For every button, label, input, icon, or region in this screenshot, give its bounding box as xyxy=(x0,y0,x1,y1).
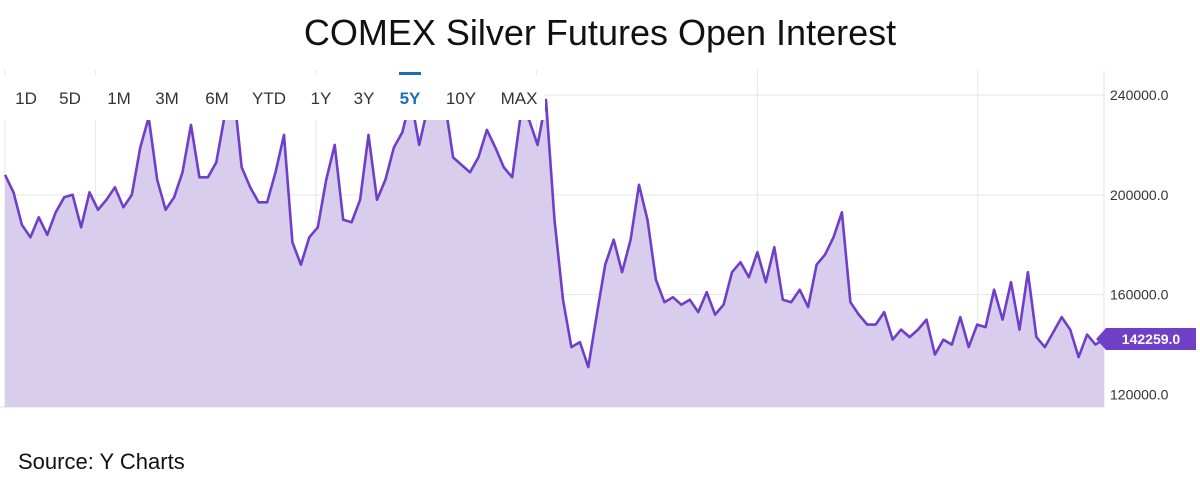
range-button-label: 1D xyxy=(15,89,37,108)
x-tick-label: 2020 xyxy=(521,417,552,420)
y-tick-label: 240000.0 xyxy=(1110,87,1169,103)
series-area-fill xyxy=(5,87,1104,407)
y-tick-label: 160000.0 xyxy=(1110,287,1169,303)
plot-series xyxy=(3,86,1105,407)
range-button-ytd[interactable]: YTD xyxy=(252,89,286,108)
x-tick-label: 2019 xyxy=(300,417,331,420)
x-tick-label: 2021 xyxy=(742,417,773,420)
range-button-label: YTD xyxy=(252,89,286,108)
x-tick-label: 2018 xyxy=(80,417,111,420)
range-button-1d[interactable]: 1D xyxy=(15,89,37,108)
range-button-1m[interactable]: 1M xyxy=(107,89,131,108)
source-note: Source: Y Charts xyxy=(18,449,185,474)
range-button-3y[interactable]: 3Y xyxy=(354,89,375,108)
range-selector: 1D 5D 1M 3M 6M YTD 1Y 3Y 5Y 10Y MAX xyxy=(0,72,545,120)
active-range-indicator xyxy=(399,72,421,75)
range-button-6m[interactable]: 6M xyxy=(205,89,229,108)
x-tick-label: 2022 xyxy=(962,417,993,420)
last-value-label: 142259.0 xyxy=(1122,331,1181,347)
range-button-label: 3M xyxy=(155,89,179,108)
last-value-tag: 142259.0 xyxy=(1096,327,1196,350)
last-value-tag-bg xyxy=(1096,327,1196,350)
range-button-label: 1Y xyxy=(311,89,332,108)
range-button-label: 5D xyxy=(59,89,81,108)
chart-area: 240000.0 200000.0 160000.0 120000.0 2018 2019… xyxy=(0,70,1200,420)
range-button-label: MAX xyxy=(501,89,538,108)
axes: 240000.0 200000.0 160000.0 120000.0 2018 2019… xyxy=(80,87,1196,420)
range-button-10y[interactable]: 10Y xyxy=(446,89,476,108)
range-button-5y[interactable]: 5Y xyxy=(399,72,421,108)
chart-title: COMEX Silver Futures Open Interest xyxy=(303,12,897,53)
range-button-max[interactable]: MAX xyxy=(501,89,538,108)
y-tick-label: 120000.0 xyxy=(1110,387,1169,403)
range-button-label: 6M xyxy=(205,89,229,108)
series-line xyxy=(3,86,1105,369)
range-button-label: 3Y xyxy=(354,89,375,108)
range-selector-bg xyxy=(0,75,545,120)
range-button-3m[interactable]: 3M xyxy=(155,89,179,108)
range-button-label: 1M xyxy=(107,89,131,108)
range-button-label: 5Y xyxy=(400,89,421,108)
range-button-label: 10Y xyxy=(446,89,476,108)
range-button-5d[interactable]: 5D xyxy=(59,89,81,108)
y-tick-label: 200000.0 xyxy=(1110,187,1169,203)
range-button-1y[interactable]: 1Y xyxy=(311,89,332,108)
